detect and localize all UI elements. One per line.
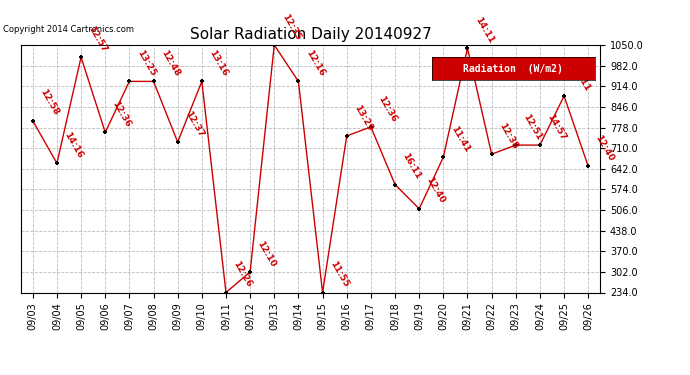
Text: 12:10: 12:10 (256, 239, 277, 268)
Text: 11:41: 11:41 (449, 124, 471, 154)
Text: 13:16: 13:16 (208, 48, 230, 78)
Point (293, 78, 304, 84)
Text: 12:40: 12:40 (425, 176, 447, 205)
Point (51, 160, 62, 166)
Text: 12:37: 12:37 (184, 109, 206, 138)
Point (28, 118, 39, 124)
Point (558, 93, 569, 99)
Text: 12:48: 12:48 (159, 48, 181, 78)
Text: Copyright 2014 Cartronics.com: Copyright 2014 Cartronics.com (3, 25, 135, 34)
Point (341, 133, 352, 139)
Point (510, 142, 521, 148)
Point (365, 124, 376, 130)
Text: 12:26: 12:26 (232, 260, 254, 289)
Text: 12:35: 12:35 (280, 12, 302, 42)
Point (389, 182, 400, 188)
Point (486, 151, 497, 157)
Point (124, 78, 135, 84)
Text: 14:57: 14:57 (546, 112, 568, 141)
Text: 12:58: 12:58 (39, 88, 61, 117)
Text: 12:57: 12:57 (87, 24, 109, 54)
Text: 13:25: 13:25 (135, 48, 157, 78)
Point (582, 164, 593, 170)
Text: 12:36: 12:36 (111, 99, 133, 129)
Text: 12:36: 12:36 (377, 94, 399, 123)
Point (534, 142, 545, 148)
Point (148, 78, 159, 84)
Text: 12:16: 12:16 (304, 48, 326, 78)
Text: 14:11: 14:11 (570, 63, 592, 92)
Point (75, 54, 86, 60)
Text: 13:29: 13:29 (353, 103, 375, 132)
Point (196, 78, 207, 84)
Point (244, 269, 255, 275)
Point (268, 42, 279, 48)
Point (437, 154, 448, 160)
Point (220, 290, 231, 296)
Point (172, 139, 183, 145)
Point (413, 206, 424, 212)
Text: 14:16: 14:16 (63, 130, 85, 160)
Text: 12:51: 12:51 (522, 112, 544, 141)
Text: 12:38: 12:38 (497, 122, 520, 151)
Text: 11:55: 11:55 (328, 260, 351, 289)
Text: 12:40: 12:40 (594, 134, 616, 163)
Point (317, 290, 328, 296)
Point (462, 45, 473, 51)
Point (99, 129, 110, 135)
Text: 16:11: 16:11 (401, 152, 423, 181)
Text: 14:11: 14:11 (473, 15, 495, 45)
Title: Solar Radiation Daily 20140927: Solar Radiation Daily 20140927 (190, 27, 431, 42)
